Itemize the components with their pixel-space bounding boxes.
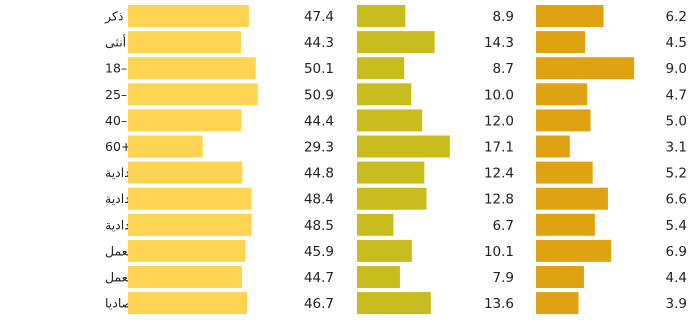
data-label: 13.6 <box>484 296 514 312</box>
data-label: 50.1 <box>304 61 334 77</box>
data-label: 44.7 <box>304 270 334 286</box>
bar <box>536 31 586 54</box>
bar <box>357 83 412 106</box>
bar <box>128 5 249 27</box>
data-label: 6.2 <box>666 9 687 25</box>
data-label: 29.3 <box>304 140 334 156</box>
bar <box>128 135 203 158</box>
bar <box>357 266 400 288</box>
data-label: 7.9 <box>493 270 514 286</box>
bar <box>357 239 412 262</box>
data-label: 44.4 <box>304 113 334 129</box>
data-label: 50.9 <box>304 87 334 103</box>
bar <box>128 266 242 288</box>
data-label: 4.4 <box>666 270 687 286</box>
bar <box>357 57 405 80</box>
data-label: 17.1 <box>484 140 514 156</box>
bar <box>536 292 579 315</box>
category-label: أنثى <box>105 34 126 50</box>
data-label: 6.9 <box>666 244 687 260</box>
data-label: 44.8 <box>304 166 334 182</box>
bar <box>536 135 570 158</box>
bar <box>128 31 241 54</box>
bar <box>357 161 425 184</box>
series-1: 47.4 44.3 50.1 50.9 44.4 29.3 44.8 48.4 48.5 45.9… <box>128 5 334 315</box>
data-label: 4.5 <box>666 35 687 51</box>
data-label: 5.0 <box>666 113 687 129</box>
bar <box>536 266 584 288</box>
series-panels: 47.4 44.3 50.1 50.9 44.4 29.3 44.8 48.4 48.5 45.9… <box>128 5 687 315</box>
bar <box>357 187 427 210</box>
data-label: 12.4 <box>484 166 514 182</box>
bar <box>536 213 595 236</box>
bar <box>536 239 612 262</box>
data-label: 4.7 <box>666 87 687 103</box>
data-label: 46.7 <box>304 296 334 312</box>
data-label: 47.4 <box>304 9 334 25</box>
data-label: 3.9 <box>666 296 687 312</box>
bar <box>128 161 243 184</box>
data-label: 8.9 <box>493 9 514 25</box>
data-label: 5.4 <box>666 218 687 234</box>
data-label: 9.0 <box>666 61 687 77</box>
bar <box>357 31 435 54</box>
bar <box>357 292 431 315</box>
data-label: 12.8 <box>484 192 514 208</box>
bar <box>357 5 406 27</box>
category-label: ذكر <box>104 9 123 25</box>
bar <box>536 5 604 27</box>
data-label: 6.7 <box>493 218 514 234</box>
data-label: 12.0 <box>484 113 514 129</box>
bar <box>128 109 242 132</box>
data-label: 44.3 <box>304 35 334 51</box>
data-label: 14.3 <box>484 35 514 51</box>
bar <box>128 292 248 315</box>
series-3: 6.2 4.5 9.0 4.7 5.0 3.1 5.2 6.6 5.4 6.9 4.4 3.9 <box>536 5 687 315</box>
bar <box>128 57 256 80</box>
bar <box>536 109 591 132</box>
bar <box>536 57 635 80</box>
bar <box>536 83 588 106</box>
data-label: 6.6 <box>666 192 687 208</box>
data-label: 3.1 <box>666 140 687 156</box>
data-label: 10.1 <box>484 244 514 260</box>
series-2: 8.9 14.3 8.7 10.0 12.0 17.1 12.4 12.8 6.7 10.1 7.9… <box>357 5 514 315</box>
bar <box>536 161 593 184</box>
bar <box>536 187 608 210</box>
bar <box>357 135 450 158</box>
data-label: 48.5 <box>304 218 334 234</box>
bar <box>357 213 394 236</box>
bar <box>357 109 423 132</box>
category-label: +60 <box>105 139 131 154</box>
bar <box>128 187 252 210</box>
category-label: يعمل <box>105 243 132 258</box>
data-label: 48.4 <box>304 192 334 208</box>
data-label: 10.0 <box>484 87 514 103</box>
data-label: 5.2 <box>666 166 687 182</box>
data-label: 45.9 <box>304 244 334 260</box>
bar <box>128 83 258 106</box>
data-label: 8.7 <box>493 61 514 77</box>
bar <box>128 239 246 262</box>
bar <box>128 213 252 236</box>
